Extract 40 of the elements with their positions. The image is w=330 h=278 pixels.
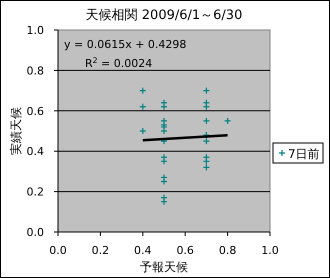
point [224,117,232,124]
x-tick-label: 0.8 [218,244,236,257]
annotation: R$^{2}$ = 0.0024 [85,56,152,70]
point [202,158,210,165]
point [160,99,168,106]
point [202,87,210,94]
point [202,99,210,106]
point [202,138,210,145]
y-axis-title: 実績天候 [9,107,23,155]
x-tick-label: 1.0 [261,244,279,257]
x-tick-label: 0.4 [134,244,152,257]
point [160,127,168,135]
y-tick-label: 1.0 [26,24,44,37]
point [160,154,168,161]
y-tick-label: 0.8 [26,64,44,78]
point [160,158,168,165]
x-tick-label: 0.6 [176,244,194,257]
x-tick-label: 0.0 [49,244,67,257]
point [160,198,168,206]
point [139,87,146,94]
y-tick-label: 0.2 [26,186,44,199]
point [160,103,168,110]
legend-label: 7日前 [288,147,320,161]
y-tick-label: 0.4 [26,145,44,158]
point [139,127,146,135]
annotation: y = 0.0615x + 0.4298 [64,38,186,51]
chart-title: 天候相関 2009/6/1～6/30 [86,8,242,23]
y-tick-label: 0.0 [26,226,44,239]
point [202,154,210,161]
point [160,194,168,202]
point [202,131,210,139]
point [202,117,210,124]
point [202,103,210,110]
point [160,178,168,186]
x-axis-title: 予報天候 [140,260,188,274]
point [202,164,210,171]
point [139,103,146,110]
y-tick-label: 0.6 [26,104,44,118]
x-tick-label: 0.2 [92,244,110,257]
point [160,174,168,182]
